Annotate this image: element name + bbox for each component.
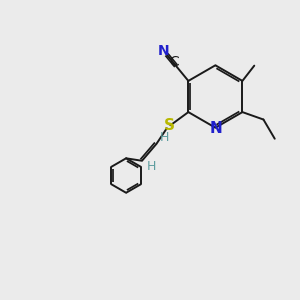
Text: H: H	[147, 160, 156, 172]
Text: H: H	[160, 131, 170, 144]
Text: C: C	[169, 56, 178, 69]
Text: N: N	[210, 121, 222, 136]
Text: N: N	[158, 44, 170, 58]
Text: S: S	[164, 118, 174, 133]
